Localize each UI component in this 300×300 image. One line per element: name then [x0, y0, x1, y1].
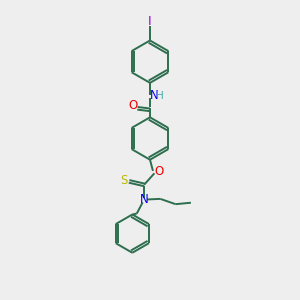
Text: O: O — [155, 165, 164, 178]
Text: H: H — [156, 91, 164, 101]
Text: S: S — [120, 174, 127, 188]
Text: N: N — [140, 193, 148, 206]
Text: O: O — [128, 99, 137, 112]
Text: I: I — [148, 15, 152, 28]
Text: N: N — [149, 89, 158, 102]
